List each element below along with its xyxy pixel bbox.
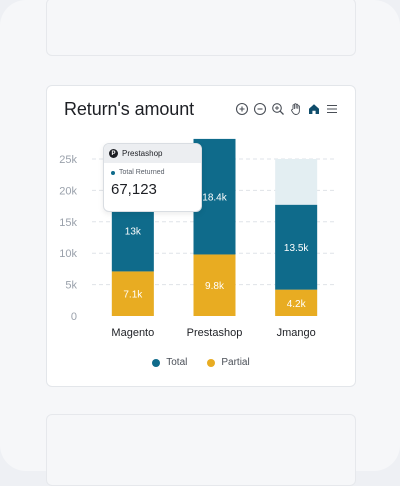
menu-icon[interactable] — [324, 101, 339, 116]
chart-toolbar — [234, 101, 339, 116]
data-label-total: 18.4k — [202, 193, 227, 204]
chart-title: Return's amount — [64, 99, 195, 119]
x-tick-label: Magento — [111, 327, 154, 339]
zoom-in-icon[interactable] — [234, 101, 249, 116]
y-tick-label: 15k — [59, 217, 77, 229]
data-label-partial: 9.8k — [205, 281, 225, 292]
x-tick-label: Jmango — [277, 327, 316, 339]
legend-label-total: Total — [166, 357, 188, 368]
prestashop-logo-icon: P — [109, 149, 118, 158]
returns-chart-card: Return's amount 0 5k 10k 15k 20k 25k 7.1k 13k Ma… — [46, 85, 356, 387]
data-label-partial: 7.1k — [123, 290, 143, 301]
placeholder-card-top — [46, 0, 356, 56]
bar-total — [275, 204, 318, 290]
legend-item-partial[interactable]: Partial — [207, 357, 250, 368]
legend-label-partial: Partial — [221, 357, 250, 368]
stacked-bar-chart: 0 5k 10k 15k 20k 25k 7.1k 13k Magento 9.8k 18.4k Pr… — [59, 138, 337, 339]
chart-legend: Total Partial — [47, 357, 355, 368]
tooltip-series-label: Total Returned — [119, 169, 165, 176]
data-label-total: 13.5k — [284, 243, 309, 254]
legend-marker-total — [152, 358, 161, 367]
data-label-partial: 4.2k — [287, 299, 307, 310]
legend-item-total[interactable]: Total — [152, 357, 187, 368]
placeholder-card-bottom — [46, 414, 356, 486]
tooltip-series-marker — [111, 170, 115, 175]
magnifier-icon[interactable] — [270, 101, 285, 116]
bar-partial — [275, 289, 318, 316]
y-tick-label: 25k — [59, 154, 77, 166]
y-tick-label: 5k — [65, 280, 77, 292]
y-tick-label: 20k — [59, 185, 77, 197]
tooltip-header: P Prestashop — [104, 144, 201, 163]
zoom-out-icon[interactable] — [252, 101, 267, 116]
home-icon[interactable] — [306, 101, 321, 116]
pan-hand-icon[interactable] — [288, 101, 303, 116]
data-label-total: 13k — [125, 227, 142, 238]
bar-partial — [193, 254, 236, 316]
x-tick-label: Prestashop — [187, 327, 243, 339]
tooltip-category: Prestashop — [122, 149, 163, 158]
tooltip-series-row: Total Returned — [104, 169, 201, 176]
y-tick-label: 0 — [71, 311, 77, 323]
y-tick-label: 10k — [59, 248, 77, 260]
legend-marker-partial — [207, 358, 216, 367]
chart-tooltip: P Prestashop Total Returned 67,123 — [103, 143, 202, 212]
tooltip-value: 67,123 — [111, 181, 157, 198]
bar-partial — [111, 271, 154, 316]
